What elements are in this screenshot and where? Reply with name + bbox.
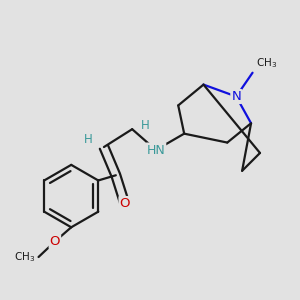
Text: H: H <box>84 133 93 146</box>
Text: O: O <box>119 197 130 210</box>
Text: N: N <box>231 90 241 103</box>
Text: CH$_3$: CH$_3$ <box>256 56 277 70</box>
Text: H: H <box>141 119 150 132</box>
Text: CH$_3$: CH$_3$ <box>14 250 36 264</box>
Text: HN: HN <box>147 143 165 157</box>
Text: O: O <box>50 235 60 248</box>
